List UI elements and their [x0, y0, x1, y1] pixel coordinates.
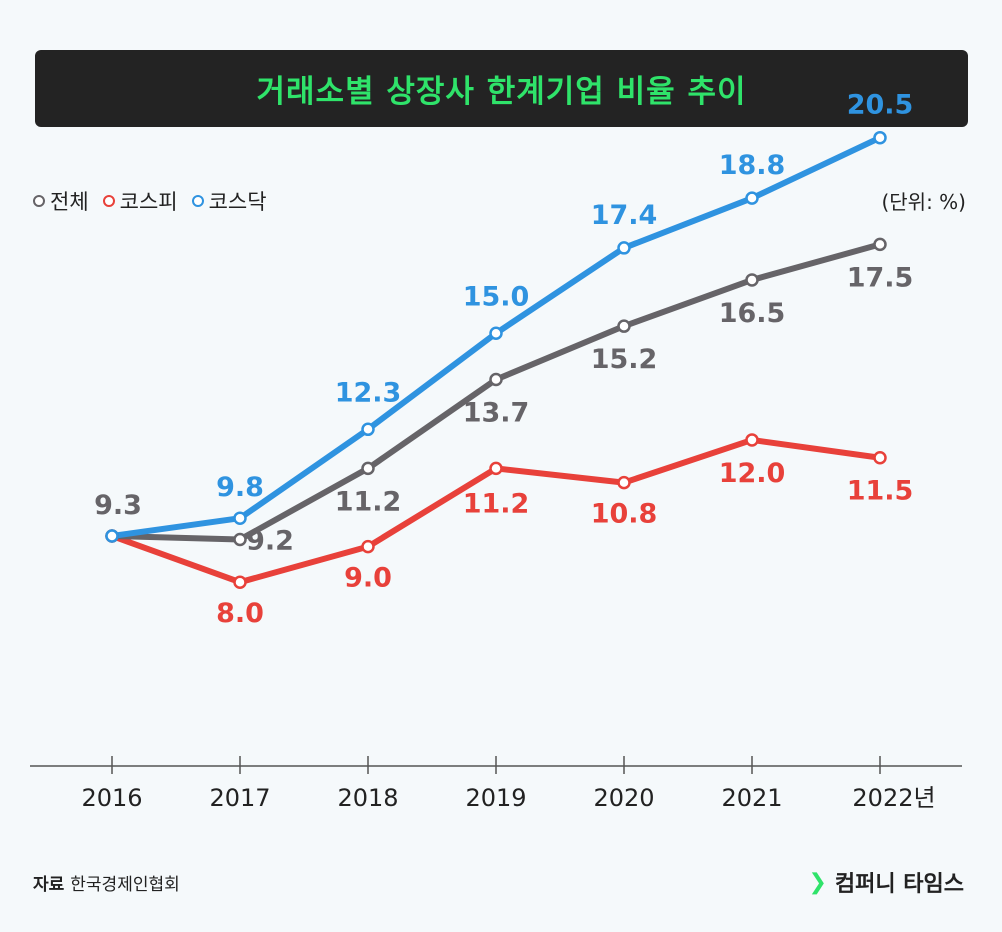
- data-label-total: 13.7: [463, 398, 530, 429]
- data-label-kosdaq: 12.3: [335, 377, 402, 408]
- data-point-kospi: [233, 575, 247, 589]
- data-point-kosdaq: [105, 529, 119, 543]
- data-label-kospi: 11.5: [847, 476, 914, 507]
- data-label-total: 15.2: [591, 344, 658, 375]
- data-point-kosdaq: [233, 511, 247, 525]
- legend-item-kosdaq: 코스닥: [191, 186, 267, 216]
- data-point-kosdaq: [489, 326, 503, 341]
- data-point-kosdaq: [745, 191, 759, 205]
- data-label-kosdaq: 18.8: [719, 150, 786, 181]
- unit-label: (단위: %): [881, 190, 966, 214]
- data-label-kospi: 10.8: [591, 499, 658, 530]
- data-label-kosdaq: 17.4: [591, 200, 658, 231]
- chevron-right-icon: ❯: [808, 869, 827, 895]
- data-label-total: 11.2: [335, 486, 402, 517]
- data-label-total: 9.2: [246, 526, 294, 557]
- brand-name: 컴퍼니 타임스: [834, 872, 964, 897]
- source-label: 자료: [33, 875, 65, 895]
- data-point-kospi: [489, 461, 503, 476]
- x-tick-label: 2016: [81, 784, 142, 812]
- x-tick-label: 2022년: [852, 784, 935, 812]
- data-label-kospi: 8.0: [216, 598, 264, 629]
- legend-kosdaq-marker-icon: [191, 195, 204, 207]
- chart-title: 거래소별 상장사 한계기업 비율 추이: [256, 74, 747, 110]
- data-point-kospi: [745, 433, 759, 447]
- data-label-total: 16.5: [719, 298, 786, 329]
- data-point-kosdaq: [361, 422, 375, 437]
- source-note: 자료 한국경제인협회: [33, 870, 180, 895]
- x-tick-label: 2020: [593, 784, 654, 812]
- data-label-kospi: 11.2: [463, 488, 530, 519]
- data-label-kosdaq: 9.8: [216, 472, 264, 503]
- brand-logo: ❯ 컴퍼니 타임스: [808, 866, 964, 898]
- data-label-total: 9.3: [94, 490, 142, 521]
- x-tick-label: 2018: [337, 784, 398, 812]
- data-point-kospi: [361, 539, 375, 554]
- data-label-total: 17.5: [847, 262, 914, 293]
- legend-kosdaq-label: 코스닥: [208, 190, 267, 214]
- data-point-kospi: [873, 450, 887, 465]
- legend-kospi-label: 코스피: [119, 190, 178, 214]
- data-point-total: [617, 319, 631, 333]
- data-point-total: [361, 461, 375, 476]
- data-label-kosdaq: 15.0: [463, 281, 530, 312]
- data-label-kospi: 12.0: [719, 458, 786, 489]
- legend-total-marker-icon: [33, 195, 45, 207]
- data-point-total: [233, 532, 247, 547]
- x-tick-label: 2019: [465, 784, 526, 812]
- data-point-kospi: [617, 475, 631, 490]
- data-point-kosdaq: [617, 241, 631, 255]
- data-label-kospi: 9.0: [344, 563, 392, 594]
- data-point-kosdaq: [873, 130, 887, 145]
- legend-item-total: 전체: [33, 186, 89, 216]
- legend-item-kospi: 코스피: [102, 186, 178, 216]
- title-bar: 거래소별 상장사 한계기업 비율 추이: [35, 50, 968, 127]
- source-value: 한국경제인협회: [70, 875, 180, 895]
- legend: 전체 코스피 코스닥: [33, 186, 267, 216]
- data-point-total: [873, 237, 887, 252]
- x-tick-label: 2021: [721, 784, 782, 812]
- data-point-total: [489, 372, 503, 387]
- data-label-kosdaq: 20.5: [847, 90, 914, 121]
- data-point-total: [745, 273, 759, 287]
- x-tick-label: 2017: [209, 784, 270, 812]
- legend-total-label: 전체: [50, 190, 89, 214]
- legend-kospi-marker-icon: [102, 195, 115, 207]
